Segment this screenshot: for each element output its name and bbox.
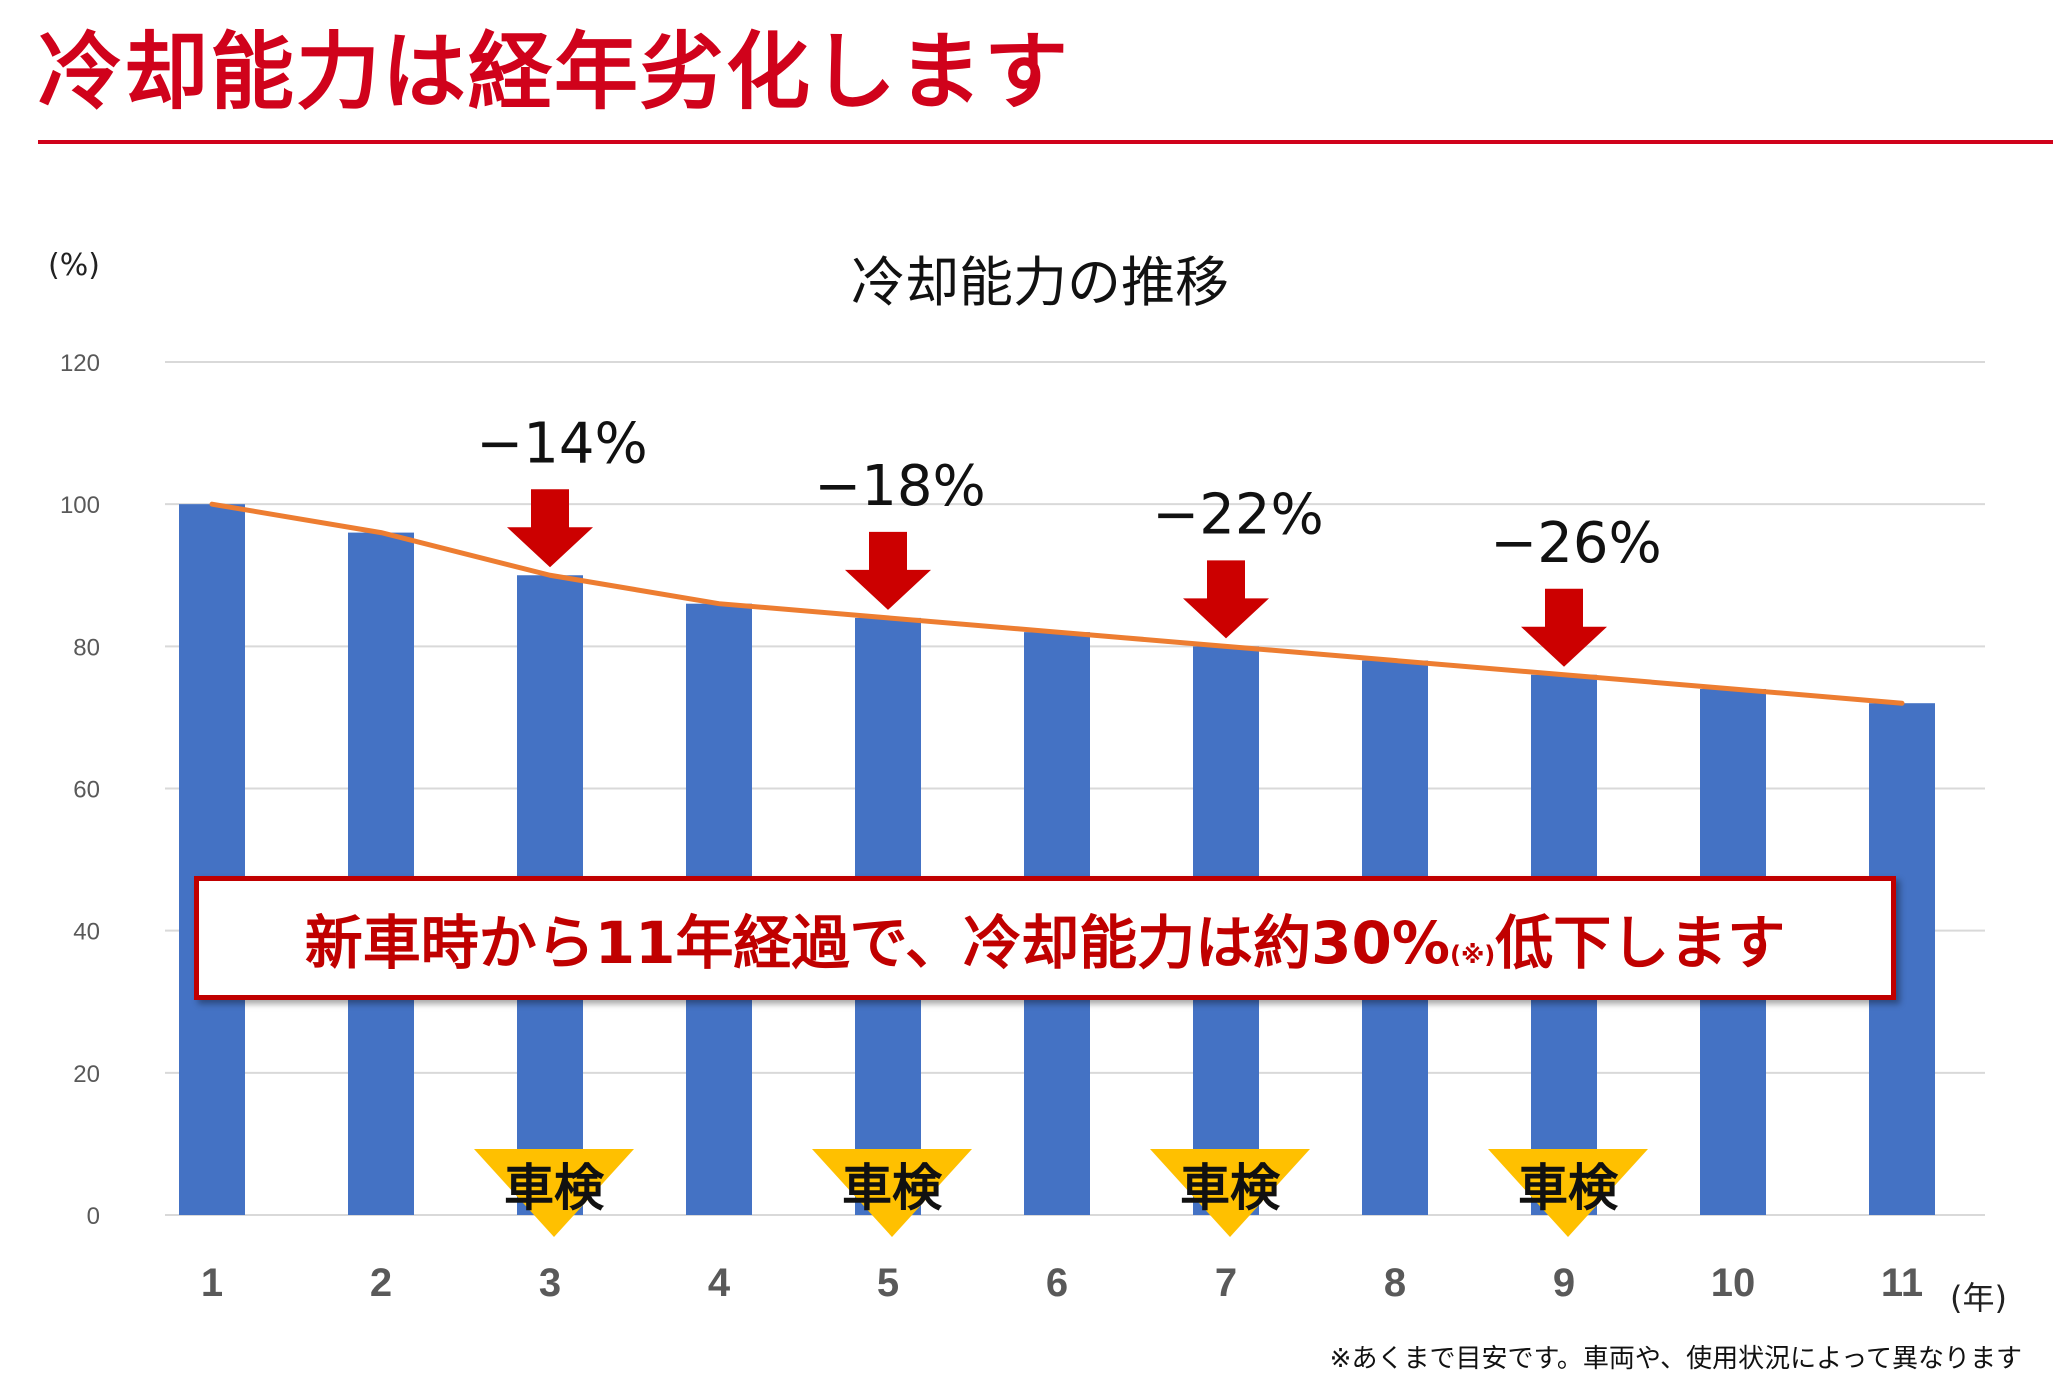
inspection-marker-icon xyxy=(474,1149,634,1237)
callout-note-mark: (※) xyxy=(1449,941,1496,969)
inspection-label: 車検 xyxy=(1180,1159,1281,1217)
y-tick-label: 100 xyxy=(60,492,100,519)
x-tick-label: 4 xyxy=(708,1261,731,1305)
callout-text: 新車時から11年経過で、冷却能力は約30%(※)低下します xyxy=(305,896,1786,980)
trend-line xyxy=(209,501,1905,706)
x-tick-label: 1 xyxy=(201,1261,223,1305)
footnote: ※あくまで目安です。車両や、使用状況によって異なります xyxy=(1329,1344,2022,1374)
decrease-label: −22% xyxy=(1152,482,1323,547)
decrease-label: −18% xyxy=(814,454,985,519)
y-axis-unit-label: (%) xyxy=(48,248,100,283)
x-tick-label: 7 xyxy=(1215,1261,1237,1305)
x-tick-label: 9 xyxy=(1553,1261,1575,1305)
page-title: 冷却能力は経年劣化します xyxy=(38,23,1071,121)
inspection-label: 車検 xyxy=(1518,1159,1619,1217)
y-tick-label: 120 xyxy=(60,350,100,377)
decrease-arrow-icon xyxy=(1183,560,1269,639)
decrease-arrow-icon xyxy=(1521,588,1607,667)
callout-main-text: 新車時から11年経過で、冷却能力は約30% xyxy=(304,909,1450,977)
x-tick-label: 10 xyxy=(1711,1261,1756,1305)
bar xyxy=(348,532,414,1215)
x-tick-label: 6 xyxy=(1046,1261,1068,1305)
decrease-arrow-icon xyxy=(845,531,931,610)
x-tick-label: 3 xyxy=(539,1261,561,1305)
decrease-label: −26% xyxy=(1490,511,1661,576)
x-tick-label: 11 xyxy=(1881,1261,1923,1305)
bar xyxy=(179,504,245,1216)
inspection-marker-icon xyxy=(812,1149,972,1237)
y-tick-label: 40 xyxy=(73,919,100,946)
x-tick-label: 8 xyxy=(1384,1261,1406,1305)
title-divider xyxy=(38,140,2053,144)
decrease-label: −14% xyxy=(476,411,647,476)
x-tick-label: 2 xyxy=(370,1261,392,1305)
inspection-label: 車検 xyxy=(842,1159,943,1217)
inspection-marker-icon xyxy=(1488,1149,1648,1237)
y-tick-label: 60 xyxy=(73,777,100,804)
y-tick-label: 0 xyxy=(87,1203,100,1230)
x-tick-label: 5 xyxy=(877,1261,899,1305)
callout-end-text: 低下します xyxy=(1495,909,1786,977)
callout-box: 新車時から11年経過で、冷却能力は約30%(※)低下します xyxy=(194,876,1896,1000)
decrease-arrow-icon xyxy=(507,489,593,568)
inspection-marker-icon xyxy=(1150,1149,1310,1237)
inspection-label: 車検 xyxy=(504,1159,605,1217)
chart-title: 冷却能力の推移 xyxy=(851,251,1229,314)
y-tick-label: 80 xyxy=(73,634,100,661)
x-axis-unit-label: (年) xyxy=(1950,1279,2007,1317)
y-tick-label: 20 xyxy=(73,1061,100,1088)
